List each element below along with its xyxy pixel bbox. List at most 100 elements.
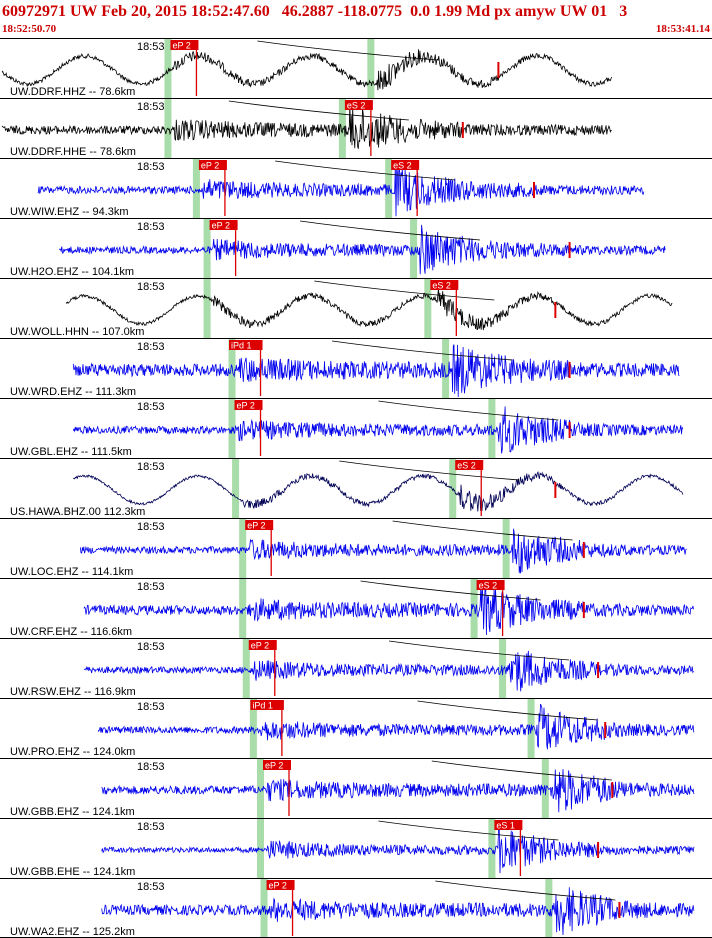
minute-label: 18:53 — [137, 221, 165, 233]
station-label: UW.DDRF.HHZ -- 78.6km — [10, 86, 135, 98]
trace-panel-3: 18:53 eP 2 UW.H2O.EHZ -- 104.1km — [0, 218, 712, 278]
travel-time-curve — [228, 100, 409, 121]
travel-time-curve — [360, 580, 541, 601]
trace-panel-4: 18:53 eS 2 UW.WOLL.HHN -- 107.0km — [0, 278, 712, 338]
travel-time-curve — [431, 760, 612, 781]
waveform-trace — [72, 344, 680, 398]
waveform-trace — [101, 887, 695, 936]
station-label: US.HAWA.BHZ.00 112.3km — [10, 506, 145, 518]
s-window — [488, 819, 496, 878]
s-window — [442, 339, 450, 398]
waveform-trace — [97, 703, 695, 750]
pick-label: eP 2 — [201, 161, 219, 171]
minute-label: 18:53 — [137, 821, 165, 833]
p-window — [203, 279, 211, 338]
station-label: UW.H2O.EHZ -- 104.1km — [10, 266, 134, 278]
pick-label: eP 2 — [251, 641, 269, 651]
pick-box — [455, 460, 484, 470]
station-label: UW.WRD.EHZ -- 111.3km — [10, 386, 136, 398]
minute-label: 18:53 — [137, 881, 165, 893]
p-window — [242, 639, 250, 698]
travel-time-curve — [389, 640, 570, 661]
travel-time-curve — [257, 40, 438, 61]
station-label: UW.LOC.EHZ -- 114.1km — [10, 566, 133, 578]
minute-label: 18:53 — [137, 341, 165, 353]
trace-panel-2: 18:53 eP 2 eS 2 UW.WIW.EHZ -- 94.3km — [0, 158, 712, 218]
station-label: UW.WA2.EHZ -- 125.2km — [10, 926, 135, 938]
minute-label: 18:53 — [137, 401, 165, 413]
minute-label: 18:53 — [137, 41, 165, 53]
pick-label: iPd 1 — [231, 341, 252, 351]
end-time: 18:53:41.14 — [655, 23, 710, 35]
s-window — [449, 459, 457, 518]
s-window — [410, 219, 418, 278]
station-label: UW.CRF.EHZ -- 116.6km — [10, 626, 132, 638]
waveform-trace — [79, 528, 687, 574]
travel-time-curve — [314, 280, 495, 301]
s-window — [470, 579, 478, 638]
pick-label: eS 2 — [457, 461, 476, 471]
header: 60972971 UW Feb 20, 2015 18:52:47.60 46.… — [0, 0, 712, 38]
minute-label: 18:53 — [137, 701, 165, 713]
s-window — [545, 879, 553, 938]
station-label: UW.WOLL.HHN -- 107.0km — [10, 326, 144, 338]
minute-label: 18:53 — [137, 761, 165, 773]
travel-time-curve — [378, 820, 559, 841]
p-window — [232, 459, 240, 518]
pick-box — [494, 820, 523, 830]
s-window — [488, 399, 496, 458]
trace-panel-12: 18:53 eP 2 UW.GBB.EHZ -- 124.1km — [0, 758, 712, 818]
trace-panel-5: 18:53 iPd 1 UW.WRD.EHZ -- 111.3km — [0, 338, 712, 398]
minute-label: 18:53 — [137, 641, 165, 653]
s-window — [367, 39, 375, 98]
p-window — [192, 159, 200, 218]
minute-label: 18:53 — [137, 581, 165, 593]
waveform-trace — [65, 287, 673, 331]
pick-box — [198, 160, 227, 170]
pick-label: eP 2 — [212, 221, 230, 231]
p-window — [203, 219, 211, 278]
pick-box — [170, 40, 199, 50]
waveform-trace — [73, 470, 684, 512]
pick-label: eP 2 — [237, 401, 255, 411]
minute-label: 18:53 — [137, 521, 165, 533]
travel-time-curve — [332, 340, 513, 361]
pick-box — [476, 580, 505, 590]
pick-box — [234, 400, 263, 410]
trace-panel-0: 18:53 eP 2 UW.DDRF.HHZ -- 78.6km — [0, 38, 712, 98]
p-window — [257, 819, 264, 878]
p-window — [164, 39, 172, 98]
waveform-trace — [1, 49, 613, 91]
event-title: 60972971 UW Feb 20, 2015 18:52:47.60 46.… — [2, 3, 628, 20]
pick-box — [266, 880, 295, 890]
trace-panel-7: 18:53 eS 2 US.HAWA.BHZ.00 112.3km — [0, 458, 712, 518]
waveform-trace — [83, 584, 694, 636]
trace-panel-1: 18:53 eS 2 UW.DDRF.HHE -- 78.6km — [0, 98, 712, 158]
travel-time-curve — [392, 520, 573, 541]
travel-time-curve — [417, 700, 598, 721]
pick-label: eS 2 — [393, 161, 412, 171]
waveform-trace — [101, 769, 695, 813]
waveform-trace — [101, 826, 695, 874]
waveform-trace — [72, 406, 684, 454]
minute-label: 18:53 — [137, 281, 165, 293]
pick-box — [209, 220, 238, 230]
trace-panel-13: 18:53 eS 1 UW.GBB.EHE -- 124.1km — [0, 818, 712, 878]
minute-label: 18:53 — [137, 101, 165, 113]
minute-label: 18:53 — [137, 461, 165, 473]
pick-label: eS 2 — [479, 581, 498, 591]
travel-time-curve — [300, 220, 481, 241]
station-label: UW.GBB.EHE -- 124.1km — [10, 866, 135, 878]
pick-box — [245, 520, 274, 530]
travel-time-curve — [378, 400, 559, 421]
trace-panel-10: 18:53 eP 2 UW.RSW.EHZ -- 116.9km — [0, 638, 712, 698]
pick-box — [248, 640, 277, 650]
pick-box — [391, 160, 420, 170]
minute-label: 18:53 — [137, 161, 165, 173]
pick-box — [250, 700, 284, 710]
p-window — [257, 759, 264, 818]
trace-panel-8: 18:53 eP 2 UW.LOC.EHZ -- 114.1km — [0, 518, 712, 578]
waveform-trace — [1, 103, 612, 149]
pick-box — [263, 760, 291, 770]
